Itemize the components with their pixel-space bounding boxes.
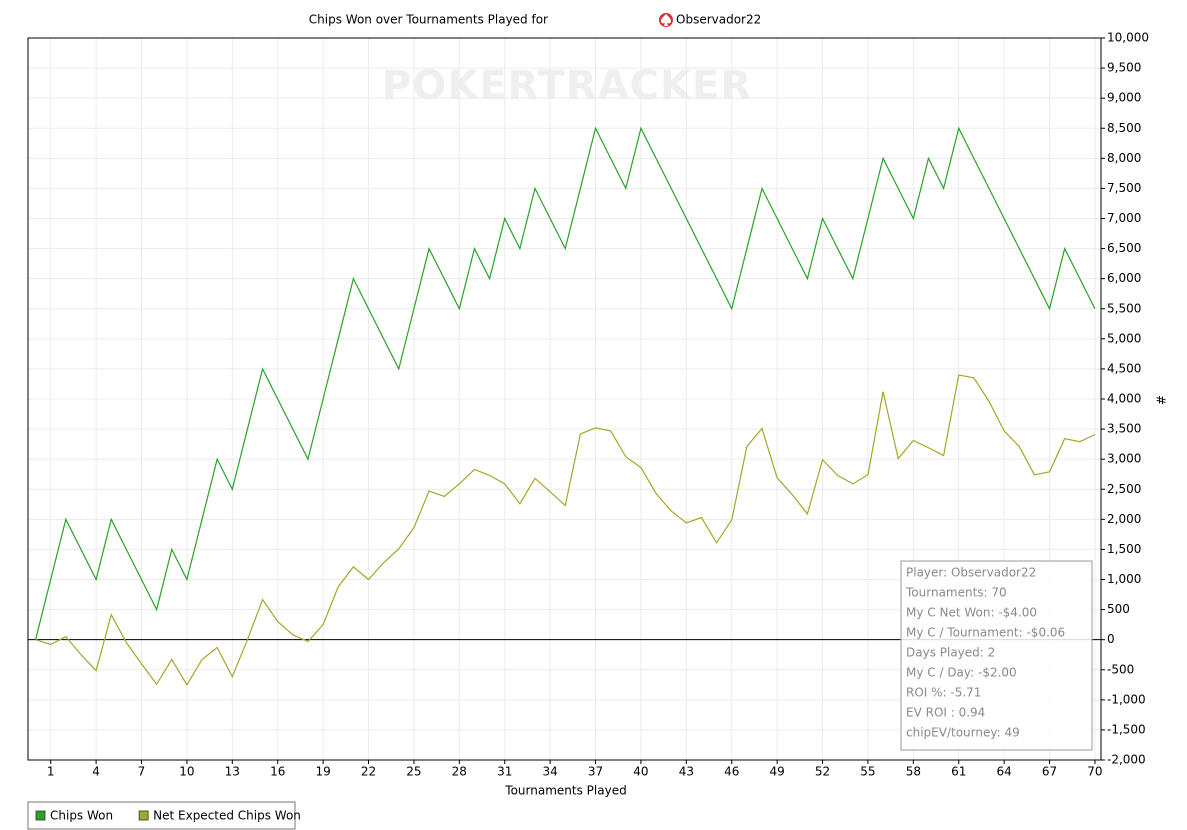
y-tick-label: 4,000: [1107, 392, 1141, 406]
x-tick-label: 43: [679, 765, 694, 779]
x-tick-label: 25: [406, 765, 421, 779]
stats-line: ROI %: -5.71: [906, 686, 981, 700]
stats-line: Player: Observador22: [906, 566, 1036, 580]
legend-label: Chips Won: [50, 809, 113, 823]
stats-line: My C Net Won: -$4.00: [906, 606, 1037, 620]
player-icon: [659, 13, 673, 27]
x-tick-label: 16: [270, 765, 285, 779]
plot-frame: [27, 37, 1102, 761]
y-tick-label: -2,000: [1107, 753, 1146, 767]
x-tick-label: 46: [724, 765, 739, 779]
legend-label: Net Expected Chips Won: [153, 809, 301, 823]
stats-box: [900, 560, 1093, 751]
x-tick-label: 64: [997, 765, 1012, 779]
chart-title-player: Observador22: [676, 13, 761, 27]
watermark: POKERTRACKER: [382, 63, 752, 109]
y-tick-label: 6,000: [1107, 271, 1141, 285]
stats-line: chipEV/tourney: 49: [906, 726, 1020, 740]
x-tick-label: 10: [179, 765, 194, 779]
stats-line: EV ROI : 0.94: [906, 706, 985, 720]
y-tick-label: 1,000: [1107, 572, 1141, 586]
y-tick-label: 8,000: [1107, 151, 1141, 165]
x-tick-label: 7: [138, 765, 146, 779]
y-tick-label: 0: [1107, 632, 1115, 646]
x-tick-label: 40: [633, 765, 648, 779]
y-tick-label: 500: [1107, 602, 1130, 616]
x-tick-label: 55: [860, 765, 875, 779]
legend-swatch: [138, 810, 149, 821]
x-tick-label: 22: [361, 765, 376, 779]
x-tick-label: 52: [815, 765, 830, 779]
y-tick-label: 7,000: [1107, 211, 1141, 225]
y-tick-label: 3,000: [1107, 452, 1141, 466]
x-tick-label: 67: [1042, 765, 1057, 779]
y-tick-label: 2,500: [1107, 482, 1141, 496]
x-axis-label: Tournaments Played: [504, 784, 626, 798]
y-tick-label: -500: [1107, 662, 1134, 676]
x-tick-label: 61: [951, 765, 966, 779]
stats-line: Days Played: 2: [906, 646, 995, 660]
stats-line: My C / Tournament: -$0.06: [906, 626, 1065, 640]
x-tick-label: 37: [588, 765, 603, 779]
y-tick-label: -1,500: [1107, 722, 1146, 736]
x-tick-label: 4: [92, 765, 100, 779]
x-tick-label: 49: [769, 765, 784, 779]
x-tick-label: 13: [225, 765, 240, 779]
data-line: [35, 374, 1096, 686]
y-tick-label: 9,000: [1107, 91, 1141, 105]
y-tick-label: 9,500: [1107, 61, 1141, 75]
legend-swatch: [35, 810, 46, 821]
legend: Chips Won Net Expected Chips Won: [27, 801, 301, 830]
y-tick-label: 8,500: [1107, 121, 1141, 135]
y-tick-label: 5,000: [1107, 331, 1141, 345]
x-tick-label: 28: [452, 765, 467, 779]
x-tick-label: 31: [497, 765, 512, 779]
y-tick-label: 10,000: [1107, 31, 1149, 45]
y-tick-label: 4,500: [1107, 361, 1141, 375]
y-axis-label: #: [1154, 395, 1168, 405]
chart-title: Chips Won over Tournaments Played for: [309, 13, 548, 27]
stats-line: Tournaments: 70: [905, 586, 1007, 600]
legend-box: [27, 801, 296, 830]
y-tick-label: 3,500: [1107, 422, 1141, 436]
x-tick-label: 34: [542, 765, 557, 779]
x-tick-label: 70: [1087, 765, 1102, 779]
y-tick-label: 6,500: [1107, 241, 1141, 255]
x-tick-label: 58: [906, 765, 921, 779]
y-tick-label: -1,000: [1107, 692, 1146, 706]
x-tick-label: 19: [315, 765, 330, 779]
stats-line: My C / Day: -$2.00: [906, 666, 1017, 680]
data-line: [34, 126, 1096, 640]
y-tick-label: 1,500: [1107, 542, 1141, 556]
x-tick-label: 1: [47, 765, 55, 779]
y-tick-label: 2,000: [1107, 512, 1141, 526]
y-tick-label: 7,500: [1107, 181, 1141, 195]
y-tick-label: 5,500: [1107, 301, 1141, 315]
